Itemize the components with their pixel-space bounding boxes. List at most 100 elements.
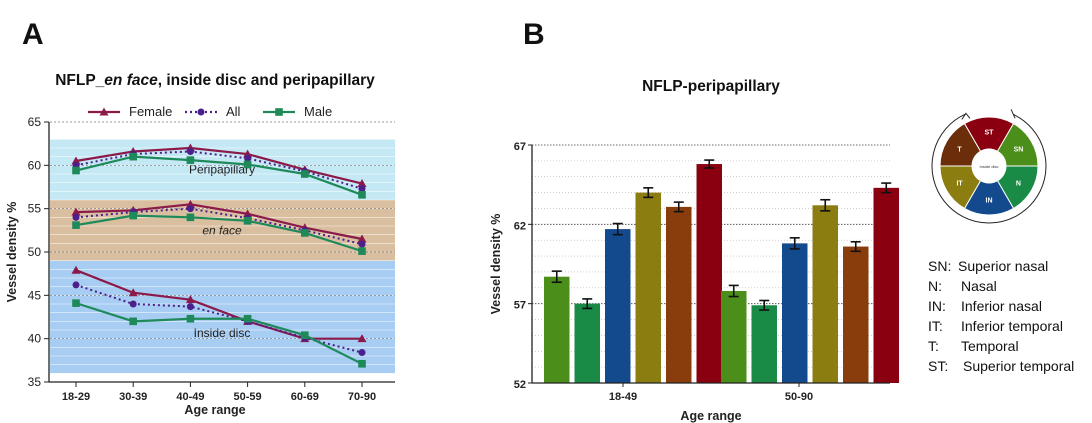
panel-letter-b: B: [523, 18, 545, 51]
chart-a-y-axis-label: Vessel density %: [5, 202, 19, 303]
triangle-marker: [357, 179, 367, 188]
chart-a-title-prefix: NFLP_: [55, 72, 104, 89]
abbreviation-full: Inferior temporal: [961, 318, 1063, 334]
square-marker: [275, 108, 283, 116]
y-tick-label: 50: [28, 245, 42, 259]
series-line: [75, 214, 363, 253]
region-label-0: Peripapillary: [189, 163, 255, 177]
inside-disc-label: Inside disc: [980, 164, 999, 169]
sector-label-st: ST: [985, 130, 995, 137]
triangle-marker: [71, 207, 81, 216]
circle-marker: [197, 108, 205, 116]
y-tick-label: 55: [28, 202, 42, 216]
chart-a-title: NFLP_en face, inside disc and peripapill…: [55, 72, 375, 89]
bar-t: [843, 246, 869, 383]
triangle-marker: [128, 288, 138, 297]
bar-it: [635, 192, 661, 383]
chart-b-x-axis-label: Age range: [680, 409, 741, 423]
sector-label-t: T: [957, 147, 962, 154]
square-marker: [301, 229, 309, 237]
chart-b-axes: 52 57 62 67 18-49 50-90: [514, 141, 890, 403]
circle-marker: [358, 185, 366, 193]
y-tick-label: 65: [28, 115, 42, 129]
chart-b-y-axis-label: Vessel density %: [489, 214, 503, 315]
bar-group-st-18-49: [696, 159, 722, 383]
legend-label-all: All: [226, 104, 241, 119]
arrow-icon: [961, 112, 971, 120]
inside-disc-circle: [972, 149, 1006, 183]
abbreviation-code: IT:: [928, 318, 943, 334]
abbreviation-full: Nasal: [961, 278, 997, 294]
triangle-marker: [185, 199, 195, 208]
bar-in: [782, 243, 808, 383]
arc-end-tick: [1010, 109, 1016, 119]
square-marker: [186, 314, 195, 323]
square-marker: [72, 299, 80, 307]
sector-diagram: ST SN N IN IT T Inside disc: [931, 109, 1047, 224]
y-tick-label: 40: [28, 332, 42, 346]
circle-marker: [72, 281, 80, 289]
sector-label-in: IN: [986, 198, 993, 205]
abbreviation-full: Inferior nasal: [961, 298, 1042, 314]
bar-group-in-18-49: [605, 222, 631, 383]
y-tick-label: 67: [514, 141, 526, 153]
series-male-inside-disc: [72, 299, 366, 368]
series-line: [75, 302, 363, 365]
region-label-2: Inside disc: [194, 326, 251, 340]
x-tick-label: 30-39: [119, 391, 147, 403]
bar-group-st-50-90: [873, 182, 899, 383]
chart-a-title-italic: en face: [104, 72, 158, 89]
series-line: [75, 150, 363, 190]
x-tick-label: 18-49: [609, 391, 637, 403]
panel-letter-a: A: [22, 18, 44, 51]
x-tick-label: 40-49: [176, 391, 204, 403]
triangle-marker: [243, 209, 253, 218]
square-marker: [358, 191, 366, 199]
chart-a-title-suffix: , inside disc and peripapillary: [158, 72, 375, 89]
sector-label-sn: SN: [1014, 147, 1024, 154]
chart-a-legend: Female All Male: [88, 104, 332, 119]
y-tick-label: 57: [514, 300, 526, 312]
triangle-marker: [99, 107, 109, 116]
square-marker: [243, 160, 252, 169]
chart-b-bars: [544, 159, 899, 383]
square-marker: [358, 247, 366, 255]
legend-label-male: Male: [304, 104, 332, 119]
bar-group-sn-50-90: [721, 284, 747, 383]
bar-group-t-18-49: [666, 201, 692, 383]
bar-group-in-50-90: [782, 237, 808, 383]
abbreviation-row: N: Nasal: [928, 278, 997, 294]
triangle-marker: [357, 234, 367, 243]
triangle-marker: [185, 295, 195, 304]
region-band-2: [50, 260, 395, 374]
series-line: [75, 207, 363, 246]
abbreviation-row: IN: Inferior nasal: [928, 298, 1042, 314]
bar-sn: [721, 290, 747, 383]
x-tick-label: 60-69: [291, 391, 319, 403]
square-marker: [129, 317, 137, 326]
circle-marker: [186, 147, 194, 155]
chart-a-x-axis-label: Age range: [184, 403, 245, 417]
series-line: [75, 155, 363, 196]
bar-group-t-50-90: [843, 240, 869, 383]
square-marker: [243, 314, 252, 323]
y-tick-label: 62: [514, 220, 526, 232]
bar-group-it-50-90: [812, 198, 838, 383]
bar-st: [873, 187, 899, 383]
circle-marker: [244, 154, 252, 162]
rotation-arc: [931, 113, 1047, 224]
triangle-marker: [71, 156, 81, 165]
abbreviation-row: IT: Inferior temporal: [928, 318, 1063, 334]
chart-b-title: NFLP-peripapillary: [642, 78, 780, 95]
square-marker: [301, 170, 309, 178]
legend-label-female: Female: [129, 104, 172, 119]
chart-a-axes: 35 40 45 50 55 60 65 18-29 30-39 40-49 50-59 60-69 7…: [28, 115, 395, 403]
abbreviation-code: T:: [928, 338, 939, 354]
bar-in: [605, 229, 631, 383]
abbreviation-full: Superior nasal: [958, 258, 1048, 274]
bar-it: [812, 205, 838, 383]
y-tick-label: 35: [28, 375, 42, 389]
x-tick-label: 50-90: [785, 391, 813, 403]
square-marker: [186, 156, 195, 164]
region-band-0: [50, 139, 395, 200]
